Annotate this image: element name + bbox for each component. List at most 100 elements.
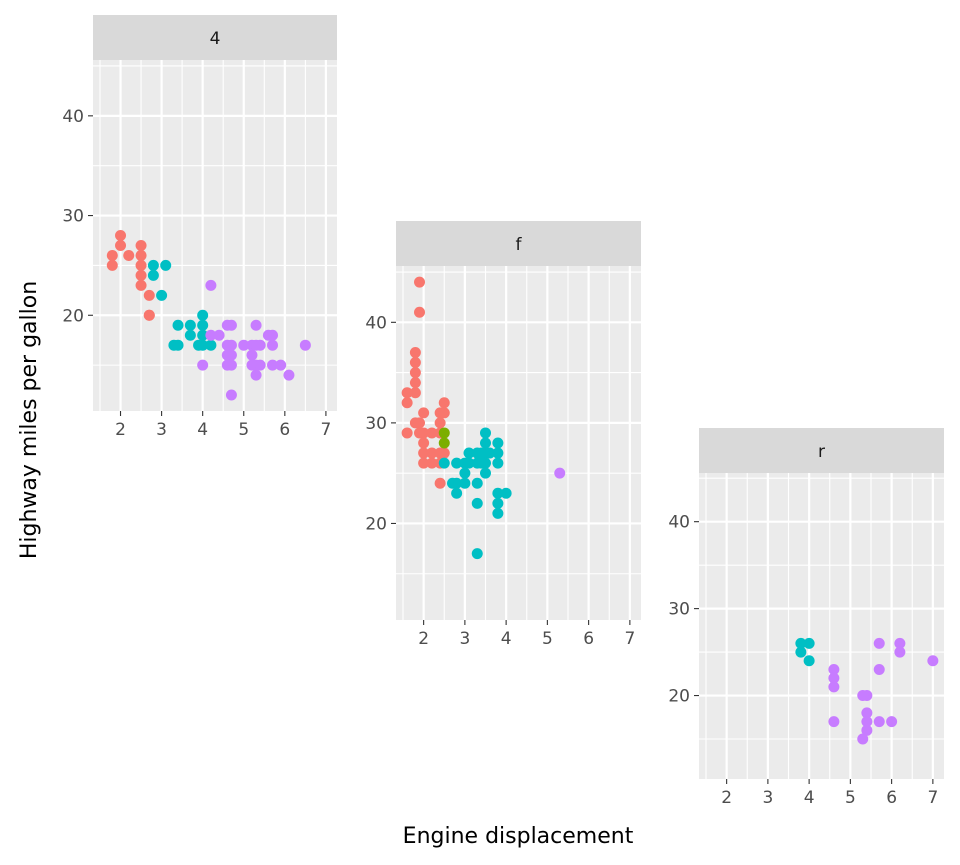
- data-point: [225, 359, 237, 371]
- data-point: [492, 487, 504, 499]
- data-point: [197, 329, 209, 341]
- y-tick-label: 40: [668, 513, 690, 533]
- data-point: [160, 259, 172, 271]
- data-point: [451, 457, 463, 469]
- panel-4: 4 2 3 4 5 6 7 20 30 40: [62, 15, 337, 440]
- panel-background: [699, 473, 944, 779]
- x-tick-label: 6: [583, 629, 594, 649]
- data-point: [828, 672, 840, 684]
- data-point: [861, 724, 873, 736]
- data-point: [197, 309, 209, 321]
- data-point: [409, 377, 421, 389]
- data-point: [147, 259, 159, 271]
- data-point: [927, 655, 939, 667]
- panel-background: [93, 60, 337, 411]
- data-point: [172, 339, 184, 351]
- y-tick-label: 20: [62, 306, 84, 326]
- data-point: [426, 457, 438, 469]
- data-point: [438, 397, 450, 409]
- data-point: [480, 427, 492, 439]
- x-tick-label: 3: [156, 420, 167, 440]
- data-point: [438, 457, 450, 469]
- data-point: [451, 477, 463, 489]
- data-point: [267, 339, 279, 351]
- facet-strip: [93, 15, 337, 60]
- data-point: [156, 289, 168, 301]
- data-point: [426, 447, 438, 459]
- data-point: [143, 309, 155, 321]
- data-point: [492, 447, 504, 459]
- data-point: [886, 716, 898, 728]
- data-point: [463, 457, 475, 469]
- data-point: [434, 477, 446, 489]
- data-point: [463, 447, 475, 459]
- facet-strip-label: f: [516, 235, 523, 255]
- data-point: [115, 239, 127, 251]
- data-point: [414, 276, 426, 288]
- data-point: [438, 437, 450, 449]
- data-point: [471, 548, 483, 560]
- data-point: [418, 447, 430, 459]
- x-tick-label: 6: [886, 788, 897, 808]
- data-point: [492, 497, 504, 509]
- data-point: [795, 646, 807, 658]
- data-point: [409, 346, 421, 358]
- facet-strip-label: 4: [210, 29, 221, 49]
- data-point: [554, 467, 566, 479]
- x-tick-label: 3: [762, 788, 773, 808]
- data-point: [418, 457, 430, 469]
- data-point: [172, 319, 184, 331]
- data-point: [299, 339, 311, 351]
- data-point: [857, 690, 869, 702]
- data-point: [451, 487, 463, 499]
- data-point: [894, 637, 906, 649]
- data-point: [492, 507, 504, 519]
- data-point: [225, 389, 237, 401]
- data-point: [106, 249, 118, 261]
- data-point: [480, 467, 492, 479]
- panel-r: r 2 3 4 5 6 7 20 30 40: [668, 428, 944, 808]
- data-point: [267, 359, 279, 371]
- x-tick-label: 2: [115, 420, 126, 440]
- x-tick-label: 4: [197, 420, 208, 440]
- data-point: [873, 637, 885, 649]
- panel-f: f 2 3 4 5 6 7 20 30 40: [365, 221, 641, 649]
- data-point: [795, 637, 807, 649]
- data-point: [184, 329, 196, 341]
- data-point: [828, 681, 840, 693]
- data-point: [275, 359, 287, 371]
- data-point: [225, 349, 237, 361]
- data-point: [246, 349, 258, 361]
- data-point: [115, 230, 127, 241]
- data-point: [484, 447, 496, 459]
- data-point: [471, 477, 483, 489]
- data-point: [459, 477, 471, 489]
- data-point: [197, 359, 209, 371]
- data-point: [894, 646, 906, 658]
- facet-strip: [699, 428, 944, 473]
- data-point: [857, 733, 869, 745]
- data-point: [401, 427, 413, 439]
- x-tick-label: 5: [542, 629, 553, 649]
- data-point: [197, 319, 209, 331]
- data-point: [205, 329, 217, 341]
- data-point: [480, 437, 492, 449]
- y-tick-label: 30: [365, 414, 387, 434]
- y-tick-label: 30: [62, 207, 84, 227]
- data-point: [861, 716, 873, 728]
- data-point: [414, 427, 426, 439]
- data-point: [193, 339, 205, 351]
- data-point: [143, 289, 155, 301]
- data-point: [213, 329, 225, 341]
- data-point: [409, 387, 421, 399]
- data-point: [409, 417, 421, 429]
- data-point: [803, 655, 815, 667]
- data-point: [438, 407, 450, 419]
- data-point: [147, 269, 159, 281]
- x-tick-label: 4: [804, 788, 815, 808]
- data-point: [205, 279, 217, 291]
- data-point: [225, 319, 237, 331]
- data-point: [492, 457, 504, 469]
- data-point: [873, 663, 885, 675]
- data-point: [106, 259, 118, 271]
